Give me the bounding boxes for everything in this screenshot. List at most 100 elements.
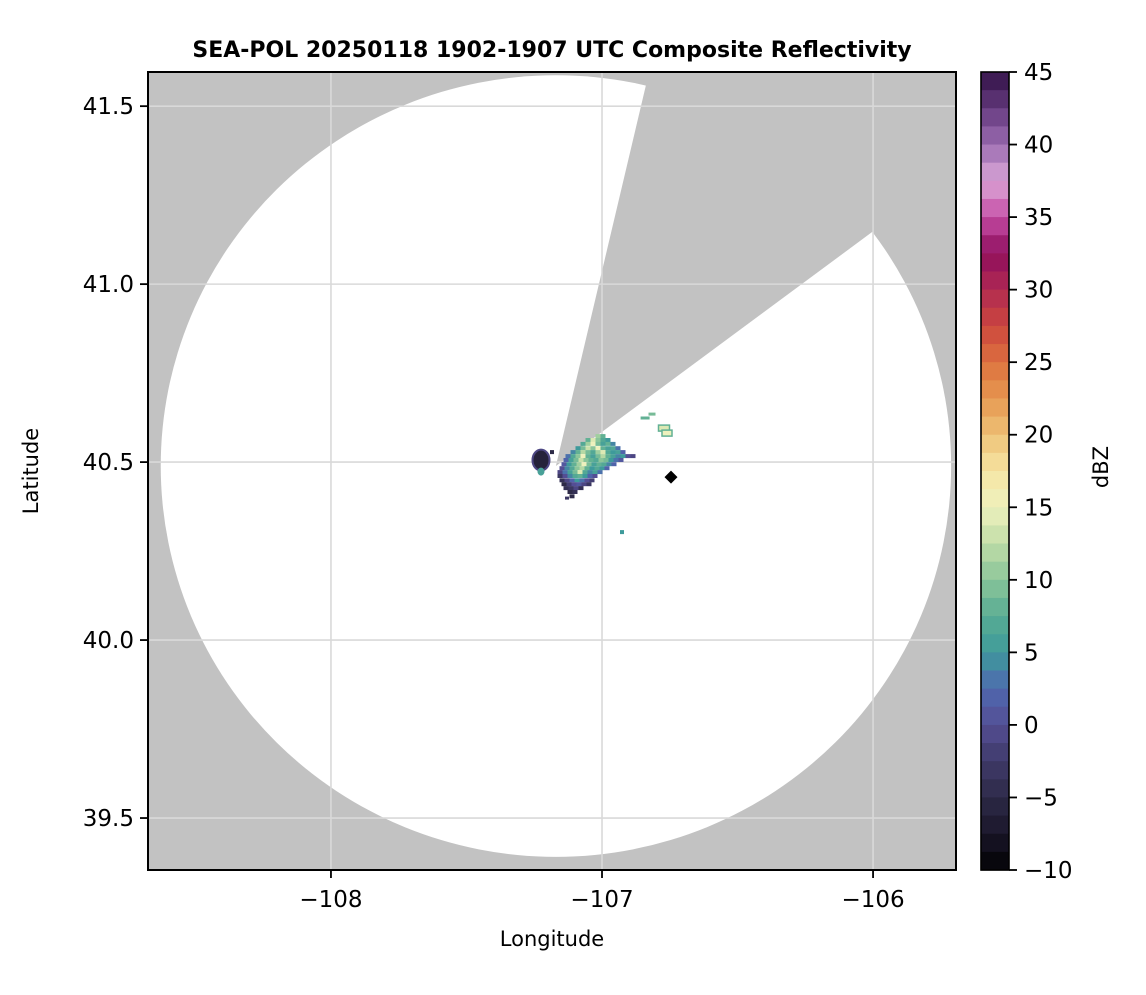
colorbar-band	[981, 362, 1009, 381]
colorbar-band	[981, 634, 1009, 653]
plot-frame	[147, 71, 957, 871]
echo-cell	[584, 478, 590, 483]
echo-cell	[605, 441, 611, 446]
echo-blob	[537, 467, 545, 476]
echo-cell	[585, 438, 591, 442]
echo-cell	[610, 446, 616, 451]
colorbar-band	[981, 126, 1009, 146]
colorbar-tick-label: 35	[1024, 205, 1053, 231]
echo-cell	[566, 482, 572, 487]
echo-cell	[565, 454, 571, 459]
colorbar-tick-label: −10	[1024, 858, 1073, 884]
colorbar-band	[981, 416, 1009, 436]
echo-cell	[590, 446, 596, 451]
echo-cell	[582, 474, 588, 478]
colorbar-band	[981, 706, 1009, 726]
echo-cell	[615, 450, 621, 455]
echo-cell	[606, 462, 612, 467]
echo-spot	[648, 412, 656, 416]
colorbar-band	[981, 235, 1009, 254]
echo-cell	[575, 454, 581, 459]
echo-cell	[581, 462, 587, 467]
colorbar-band	[981, 489, 1009, 508]
colorbar-band	[981, 597, 1009, 617]
echo-cell	[620, 454, 626, 459]
colorbar-band	[981, 180, 1009, 200]
echo-cell	[615, 454, 621, 459]
echo-cell	[580, 446, 586, 451]
colorbar-label: dBZ	[1089, 446, 1113, 488]
echo-cell	[600, 446, 606, 451]
echo-cell	[575, 446, 581, 451]
echo-cell	[563, 458, 569, 462]
y-tick-label: 41.5	[83, 94, 134, 120]
echo-cell	[592, 474, 598, 478]
echo-cell	[576, 482, 582, 487]
echo-cell	[595, 454, 601, 459]
echo-cell	[585, 454, 591, 459]
echo-cell	[589, 466, 595, 471]
echo-cell	[589, 478, 595, 483]
echo-cell	[559, 466, 565, 471]
colorbar-tick-label: 0	[1024, 713, 1039, 739]
echo-cell	[562, 470, 568, 475]
colorbar-band	[981, 761, 1009, 780]
echo-cell	[569, 494, 575, 499]
colorbar-band	[981, 289, 1009, 309]
echo-cell	[579, 478, 585, 483]
echo-cell	[587, 470, 593, 475]
echo-cell	[573, 458, 579, 462]
colorbar-band	[981, 851, 1009, 871]
echo-cell	[569, 478, 575, 483]
echo-cell	[561, 462, 567, 467]
y-tick-label: 40.0	[83, 628, 134, 654]
echo-cell	[600, 438, 606, 442]
echo-cell	[594, 466, 600, 471]
site-marker-diamond	[664, 470, 678, 484]
echo-cell	[586, 462, 592, 467]
colorbar-tick-label: 45	[1024, 60, 1053, 86]
echo-cell	[563, 486, 569, 491]
echo-cell	[613, 458, 619, 462]
y-tick-label: 39.5	[83, 806, 134, 832]
echo-cell	[580, 441, 586, 446]
echo-cell	[575, 450, 581, 455]
colorbar-band	[981, 688, 1009, 708]
echo-cell	[578, 458, 584, 462]
echo-cell	[562, 474, 568, 478]
echo-cell	[600, 454, 606, 459]
colorbar-tick-label: 15	[1024, 495, 1053, 521]
echo-cell	[573, 486, 579, 491]
echo-cell	[610, 450, 616, 455]
site-marker-layer	[664, 470, 678, 484]
echo-cell	[591, 462, 597, 467]
y-axis-label: Latitude	[19, 428, 43, 514]
colorbar-band	[981, 144, 1009, 164]
echo-cell	[592, 470, 598, 475]
echo-cell	[595, 438, 601, 442]
echo-cell	[610, 441, 616, 446]
echo-cell	[595, 434, 601, 439]
echo-cell	[572, 490, 578, 494]
reflectivity-echo-layer	[531, 412, 673, 535]
colorbar-tick-label: 5	[1024, 640, 1039, 666]
echo-cell	[618, 458, 624, 462]
colorbar-band	[981, 471, 1009, 490]
colorbar-band	[981, 90, 1009, 109]
colorbar-band	[981, 833, 1009, 853]
echo-cell	[611, 462, 617, 467]
colorbar-band	[981, 217, 1009, 236]
colorbar-band	[981, 743, 1009, 762]
colorbar-tick-label: 10	[1024, 568, 1053, 594]
echo-cell	[566, 462, 572, 467]
gridline-layer	[148, 72, 956, 870]
echo-cell	[598, 458, 604, 462]
echo-cell	[600, 434, 606, 439]
echo-cell	[610, 454, 616, 459]
echo-cell	[615, 446, 621, 451]
colorbar-band	[981, 561, 1009, 581]
echo-cell	[625, 454, 631, 459]
echo-cell	[564, 466, 570, 471]
echo-cell	[580, 454, 586, 459]
